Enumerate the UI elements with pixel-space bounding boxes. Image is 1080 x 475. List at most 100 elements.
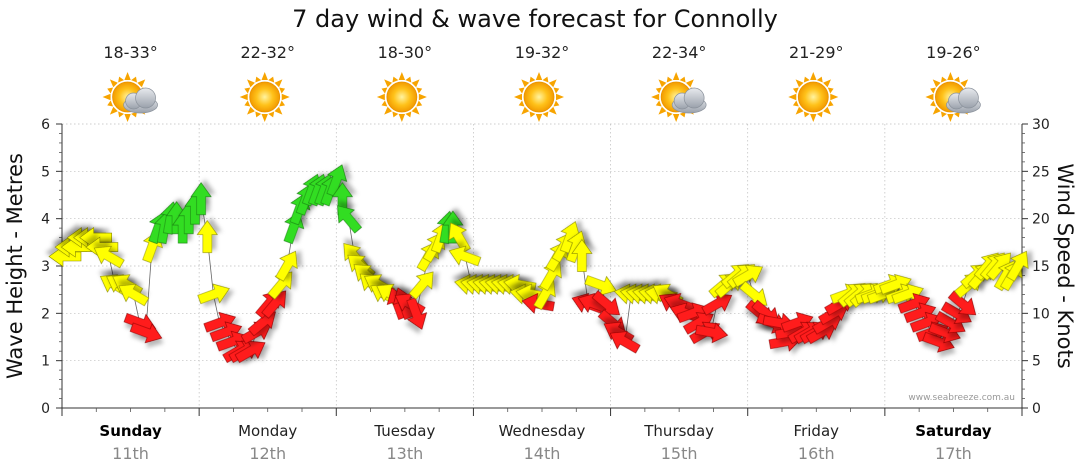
- sunny-icon: [239, 72, 290, 122]
- sun-ray: [514, 93, 522, 101]
- sun-ray: [255, 111, 262, 118]
- sun-ray: [792, 100, 799, 107]
- sun-ray: [392, 76, 399, 83]
- day-temperature: 22-34°: [652, 43, 707, 62]
- sun-ray: [398, 114, 406, 122]
- day-date-label: 14th: [524, 444, 561, 463]
- sun-ray: [392, 111, 399, 118]
- right-tick-label: 15: [1032, 259, 1050, 275]
- day-name-label: Friday: [794, 422, 840, 440]
- sun-ray: [244, 100, 251, 107]
- sun-ray: [381, 100, 388, 107]
- wind-arrow: [986, 252, 1011, 281]
- day-temperature: 18-30°: [378, 43, 433, 62]
- sun-ray: [518, 100, 525, 107]
- left-tick-label: 4: [41, 212, 50, 228]
- sun-ray: [960, 79, 969, 88]
- sun-ray: [803, 76, 810, 83]
- sun-ray: [930, 100, 936, 107]
- sun-ray: [281, 93, 290, 101]
- left-tick-label: 1: [41, 354, 50, 370]
- sun-ray: [518, 87, 525, 94]
- day-name-label: Wednesday: [499, 422, 586, 440]
- wind-arrow: [261, 290, 287, 319]
- sun-ray: [932, 106, 941, 115]
- sunny-icon: [376, 72, 427, 122]
- sun-ray: [556, 93, 564, 101]
- sun-ray: [411, 106, 420, 115]
- cloud-shape: [671, 87, 707, 114]
- sun-ray: [405, 76, 412, 83]
- sun-ray: [932, 79, 941, 88]
- sun-ray: [239, 93, 248, 101]
- sun-ray: [247, 79, 255, 88]
- sun-ray: [651, 93, 660, 101]
- left-tick-label: 2: [41, 306, 50, 322]
- day-name-label: Monday: [238, 422, 297, 440]
- sun-ray: [109, 79, 118, 88]
- wind-arrow: [275, 250, 298, 282]
- cloud-puff: [958, 87, 979, 109]
- wind-arrow: [448, 222, 471, 254]
- sun-ray: [823, 106, 831, 115]
- sun-ray: [553, 87, 560, 94]
- left-tick-label: 3: [41, 259, 50, 275]
- day-name-label: Tuesday: [373, 422, 435, 440]
- sun-ray: [261, 114, 268, 122]
- sun-ray: [102, 93, 111, 101]
- sun-ray: [792, 87, 799, 94]
- sun-ray: [548, 106, 557, 115]
- sun-ray: [411, 79, 420, 88]
- sun-ray: [666, 111, 673, 118]
- right-tick-label: 10: [1032, 306, 1050, 322]
- sun-ray: [416, 87, 423, 94]
- right-axis-title: Wind Speed - Knots: [1053, 163, 1077, 368]
- sun-ray: [521, 79, 530, 88]
- credit-label: www.seabreeze.com.au: [908, 393, 1015, 403]
- right-tick-label: 5: [1032, 354, 1041, 370]
- day-name-label: Sunday: [99, 422, 162, 440]
- sun-ray: [124, 114, 131, 122]
- sun-ray: [803, 111, 810, 118]
- day-temperature: 22-32°: [240, 43, 295, 62]
- partly-cloudy-icon: [102, 72, 158, 122]
- day-date-label: 17th: [935, 444, 972, 463]
- sun-ray: [268, 111, 275, 118]
- sun-ray: [118, 76, 125, 83]
- wind-arrow: [571, 238, 593, 272]
- cloud-shape: [946, 87, 981, 114]
- chart-title: 7 day wind & wave forecast for Connolly: [292, 5, 778, 33]
- sun-ray: [947, 72, 954, 80]
- sun-ray: [658, 79, 667, 88]
- right-tick-label: 25: [1032, 164, 1050, 180]
- wind-arrow: [118, 283, 150, 307]
- day-temperature: 19-26°: [926, 43, 981, 62]
- sun-ray: [542, 111, 549, 118]
- sun-ray: [947, 114, 954, 122]
- sun-ray: [261, 72, 268, 80]
- day-name-label: Thursday: [643, 422, 714, 440]
- right-tick-label: 30: [1032, 117, 1050, 133]
- day-axis: Sunday 11th Monday 12th Tuesday 13th Wednesday…: [61, 407, 1023, 463]
- wind-arrow: [448, 245, 482, 267]
- sun-ray: [685, 79, 694, 88]
- sun-ray: [416, 100, 423, 107]
- sun-ray: [666, 76, 673, 83]
- left-tick-label: 5: [41, 164, 50, 180]
- left-axis-title: Wave Height - Metres: [3, 153, 27, 379]
- sun-ray: [118, 111, 125, 118]
- sun-disc: [797, 81, 829, 113]
- right-tick-label: 0: [1032, 401, 1041, 417]
- left-tick-label: 6: [41, 117, 50, 133]
- wind-arrow: [196, 220, 218, 253]
- wind-arrow: [701, 293, 733, 316]
- sun-ray: [830, 93, 839, 101]
- sun-ray: [268, 76, 275, 83]
- cloud-shape: [123, 87, 158, 114]
- grid: [61, 123, 1023, 409]
- sun-ray: [679, 76, 686, 83]
- sun-ray: [137, 79, 146, 88]
- sun-ray: [405, 111, 412, 118]
- wind-arrow: [609, 331, 641, 354]
